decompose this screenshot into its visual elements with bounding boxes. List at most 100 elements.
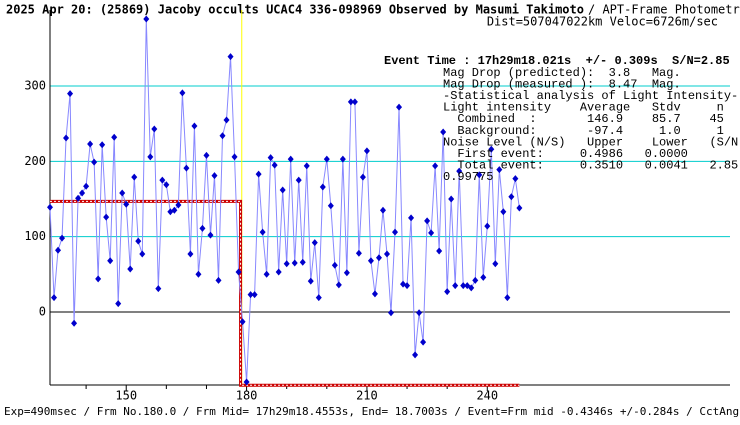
data-point [472, 276, 479, 284]
data-point [179, 89, 186, 97]
data-point [303, 162, 310, 170]
data-point [359, 173, 366, 181]
data-point [175, 201, 182, 209]
data-point [379, 206, 386, 214]
data-point [87, 140, 94, 148]
data-point [215, 276, 222, 284]
data-point [283, 260, 290, 268]
data-point [103, 213, 110, 221]
data-point [263, 270, 270, 278]
data-point [416, 309, 423, 317]
data-point [396, 103, 403, 111]
data-point [307, 277, 314, 285]
data-point [195, 270, 202, 278]
annotation-line: 0.99775 [443, 170, 493, 184]
data-point [279, 186, 286, 194]
data-point [367, 257, 374, 265]
data-point [351, 98, 358, 106]
x-tick-label: 180 [236, 389, 258, 403]
data-point [319, 183, 326, 191]
data-point [484, 222, 491, 230]
data-point [243, 378, 250, 386]
data-point [199, 224, 206, 232]
annotation-line: Light intensity Average Stdv n [443, 101, 724, 115]
data-point [404, 282, 411, 290]
data-point [71, 319, 78, 327]
data-point [291, 259, 298, 267]
data-point [323, 155, 330, 163]
data-point [239, 318, 246, 326]
data-point [143, 15, 150, 23]
data-point [211, 172, 218, 180]
data-point [480, 273, 487, 281]
data-point [51, 294, 58, 302]
data-point [335, 281, 342, 289]
data-point [311, 239, 318, 247]
data-point [267, 154, 274, 162]
data-point [131, 173, 138, 181]
data-point [388, 309, 395, 317]
data-point [219, 132, 226, 140]
data-point [456, 167, 463, 175]
data-point [99, 141, 106, 149]
data-point [75, 194, 82, 202]
data-point [327, 202, 334, 210]
annotation-line: Background: -97.4 1.0 1 [443, 124, 724, 138]
data-point [95, 275, 102, 283]
data-point [191, 122, 198, 130]
data-point [119, 189, 126, 197]
data-point [516, 204, 523, 212]
data-point [408, 214, 415, 222]
data-point [428, 229, 435, 237]
data-point [155, 285, 162, 293]
data-point [235, 268, 242, 276]
series-line [49, 19, 520, 383]
data-point [496, 166, 503, 174]
chart-title: 2025 Apr 20: (25869) Jacoby occults UCAC… [6, 3, 584, 17]
data-point [508, 193, 515, 201]
data-point [299, 258, 306, 266]
plot: 0 100 200 300 150 180 210 240 [24, 10, 730, 403]
data-point [207, 231, 214, 239]
data-point [139, 250, 146, 258]
data-point [203, 151, 210, 159]
data-point [468, 284, 475, 292]
y-tick-label: 0 [39, 304, 46, 318]
data-point [295, 176, 302, 184]
x-tick-label: 240 [476, 389, 498, 403]
data-point [123, 200, 130, 208]
data-point [504, 294, 511, 302]
data-point [460, 282, 467, 290]
data-point [383, 250, 390, 258]
data-point [227, 53, 234, 61]
data-point [127, 265, 134, 273]
subtitle: Dist=507047022km Veloc=6726m/sec [487, 15, 718, 29]
data-point [147, 153, 154, 161]
data-point [223, 116, 230, 124]
data-point [448, 195, 455, 203]
model-hatch [50, 200, 520, 386]
data-point [251, 291, 258, 299]
data-point [287, 155, 294, 163]
y-tick-label: 100 [24, 229, 46, 243]
data-point [115, 300, 122, 308]
x-tick-label: 150 [115, 389, 137, 403]
data-point [500, 208, 507, 216]
data-point [55, 246, 62, 254]
data-point [343, 269, 350, 277]
data-point [440, 128, 447, 136]
subtitle: / APT-Frame Photometry / [588, 3, 740, 17]
data-point [492, 260, 499, 268]
annotation-line: Noise Level (N/S) Upper Lower (S/N) [443, 135, 740, 149]
data-point [231, 153, 238, 161]
data-point [412, 351, 419, 359]
data-point [163, 181, 170, 189]
data-point [363, 147, 370, 155]
data-point [444, 288, 451, 296]
data-point [79, 189, 86, 197]
data-point [171, 206, 178, 214]
footer: Exp=490msec / Frm No.180.0 / Frm Mid= 17… [4, 405, 740, 418]
data-point [452, 282, 459, 290]
data-point [371, 290, 378, 298]
